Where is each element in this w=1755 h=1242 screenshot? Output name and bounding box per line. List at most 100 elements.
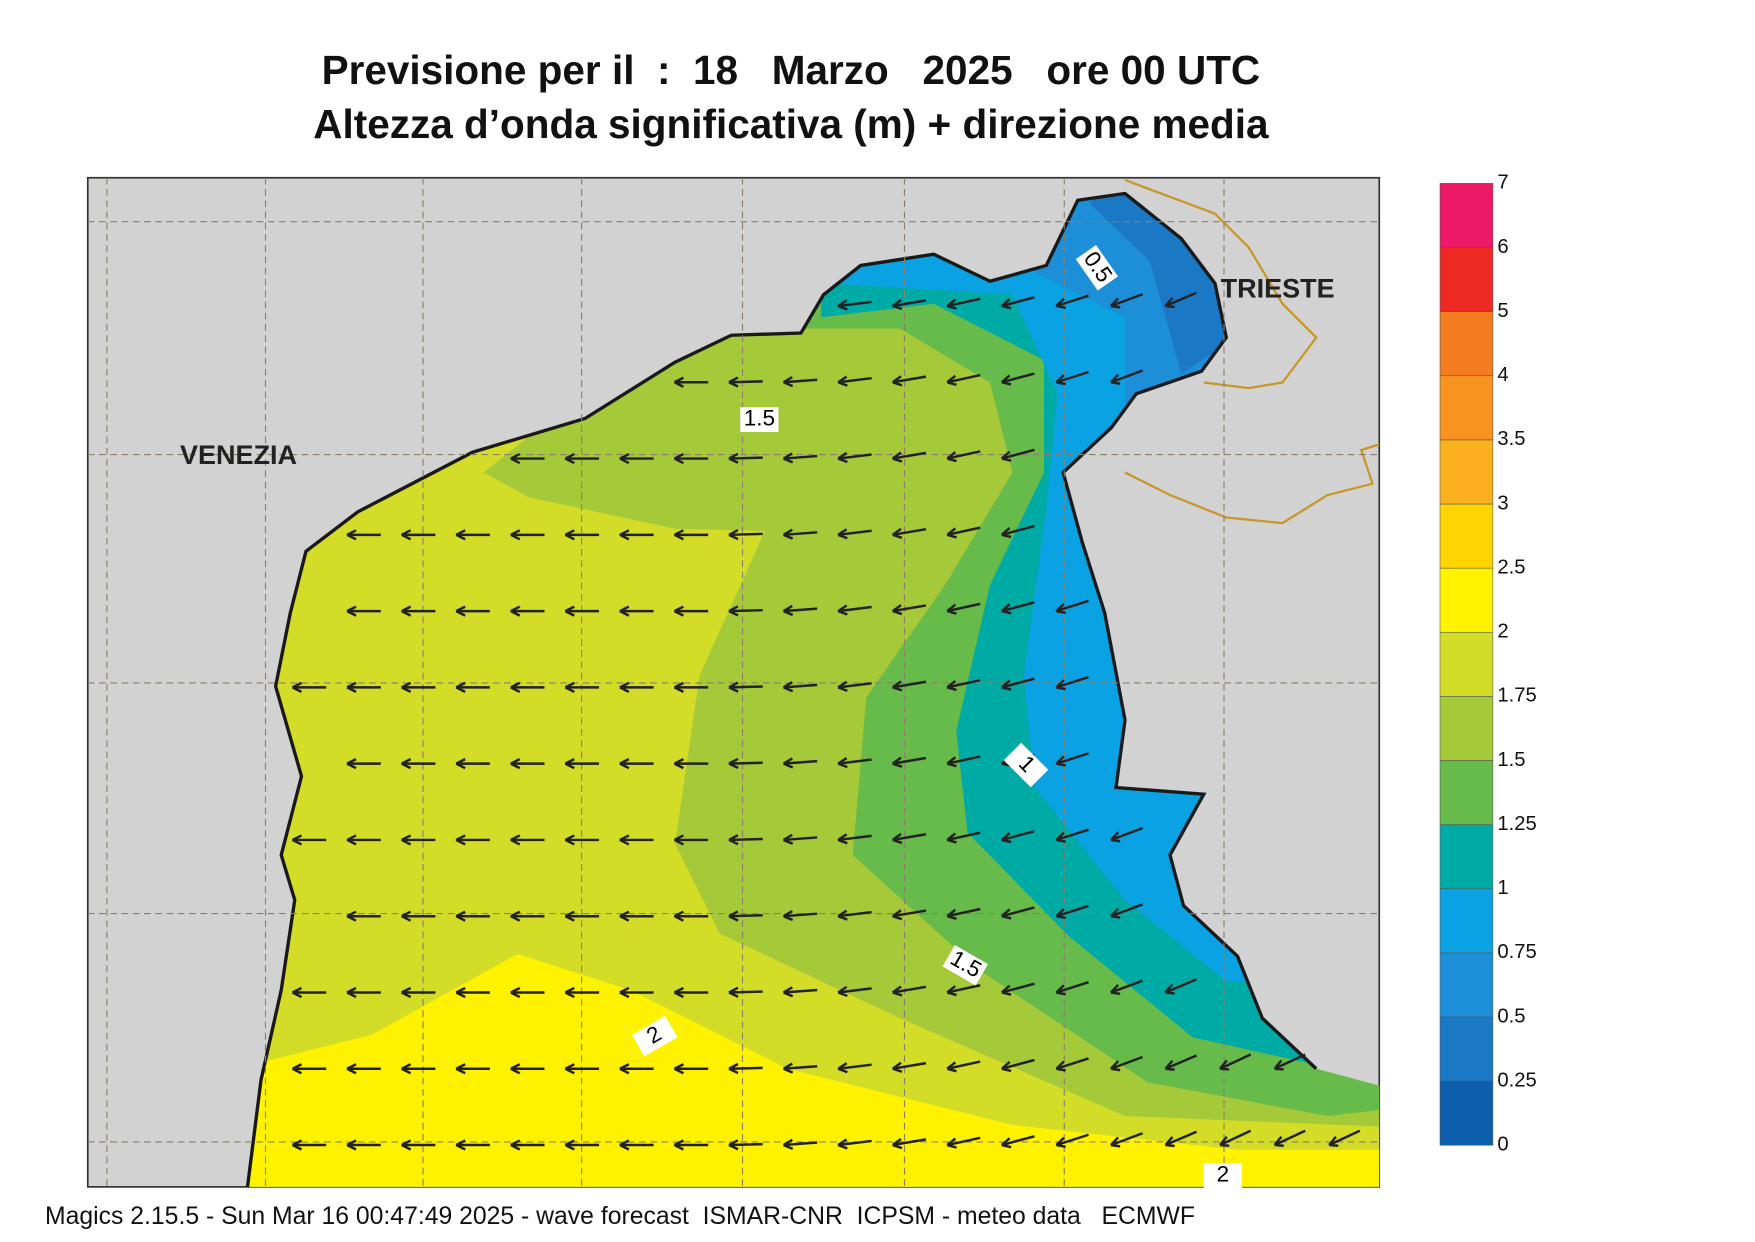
colorbar-segment <box>1439 503 1494 569</box>
arrow <box>837 604 872 616</box>
arrow <box>891 832 927 845</box>
colorbar-segment <box>1439 888 1494 954</box>
title-line-2: Altezza d’onda significativa (m) + direz… <box>313 101 1269 147</box>
colorbar-label: 6 <box>1497 236 1508 258</box>
colorbar-label: 0.75 <box>1497 941 1536 963</box>
arrow <box>401 758 436 770</box>
arrow <box>673 376 709 388</box>
arrow <box>837 680 872 692</box>
contour-label-box <box>1075 244 1118 291</box>
arrow <box>619 1139 654 1151</box>
arrow <box>619 681 654 693</box>
arrow <box>891 1138 927 1150</box>
arrow <box>782 757 818 769</box>
arrow <box>291 834 327 846</box>
colorbar-segment <box>1439 696 1494 761</box>
arrow <box>564 910 600 922</box>
arrow <box>728 834 763 846</box>
arrow <box>728 1139 763 1151</box>
arrow <box>455 529 490 541</box>
arrow <box>1055 752 1089 767</box>
arrow <box>728 1062 763 1075</box>
arrow <box>728 910 763 922</box>
arrow <box>1000 1135 1035 1149</box>
arrow <box>1110 369 1144 385</box>
arrow <box>1273 1053 1306 1071</box>
arrow <box>1110 903 1144 919</box>
arrow <box>619 605 654 617</box>
arrow <box>401 529 436 541</box>
colorbar-label: 3 <box>1497 492 1508 514</box>
arrow <box>564 529 600 541</box>
arrow <box>891 909 927 921</box>
arrow <box>455 605 490 617</box>
arrow <box>1000 906 1035 920</box>
arrow <box>510 910 545 922</box>
arrow <box>291 986 327 999</box>
contour-label-box <box>942 944 989 986</box>
arrow <box>510 452 545 465</box>
arrow <box>346 605 381 617</box>
arrow <box>619 834 654 846</box>
arrow <box>782 909 818 922</box>
arrow <box>619 529 654 541</box>
arrow <box>1164 291 1198 309</box>
colorbar-segment <box>1439 1080 1494 1146</box>
arrow <box>946 297 981 310</box>
arrow <box>401 1063 436 1075</box>
contour-label: 2 <box>1217 1162 1230 1187</box>
arrow <box>891 527 927 539</box>
arrow <box>728 681 763 693</box>
arrow <box>837 757 872 769</box>
arrow <box>1164 978 1198 995</box>
arrow <box>946 984 981 997</box>
arrow <box>619 1063 654 1075</box>
arrow <box>782 1138 818 1151</box>
title-line-1: Previsione per il : 18 Marzo 2025 ore 00… <box>322 47 1261 93</box>
arrow <box>1055 370 1089 386</box>
contour-label: 1.5 <box>744 406 775 431</box>
colorbar-label: 1.75 <box>1497 685 1536 707</box>
arrow <box>837 985 872 998</box>
arrow <box>1164 1130 1198 1148</box>
arrow <box>673 758 709 770</box>
arrow <box>946 602 981 615</box>
place-label: VENEZIA <box>180 440 297 470</box>
arrow <box>837 1138 872 1150</box>
arrow <box>401 1139 436 1151</box>
arrow <box>510 758 545 770</box>
arrow <box>291 681 327 693</box>
arrow <box>891 985 927 997</box>
colorbar-segment <box>1439 631 1494 697</box>
arrow <box>782 681 818 693</box>
contour-label-box <box>631 1015 678 1057</box>
arrow <box>673 986 709 999</box>
arrow <box>837 1062 872 1074</box>
colorbar-label: 1 <box>1497 877 1508 899</box>
colorbar-segment <box>1439 247 1494 312</box>
arrow <box>1000 982 1035 996</box>
arrow <box>1000 829 1035 844</box>
arrow <box>1055 1133 1089 1148</box>
arrow <box>891 756 927 768</box>
arrow <box>728 528 763 541</box>
colorbar-label: 0.25 <box>1497 1069 1536 1091</box>
colorbar-segment <box>1439 1016 1494 1082</box>
arrow <box>1000 296 1035 310</box>
direction-arrows <box>291 291 1361 1151</box>
colorbar-label: 1.5 <box>1497 749 1525 771</box>
colorbar-segment <box>1439 824 1494 890</box>
arrow <box>510 681 545 693</box>
arrow <box>782 376 818 388</box>
arrow <box>1055 904 1089 920</box>
arrow <box>946 373 981 387</box>
arrow <box>619 758 654 770</box>
colorbar-segment <box>1439 183 1494 248</box>
arrow <box>1055 294 1089 309</box>
arrow <box>837 833 872 845</box>
arrow <box>946 450 981 463</box>
arrow <box>510 834 545 846</box>
arrow <box>510 605 545 617</box>
arrow <box>1000 524 1035 539</box>
